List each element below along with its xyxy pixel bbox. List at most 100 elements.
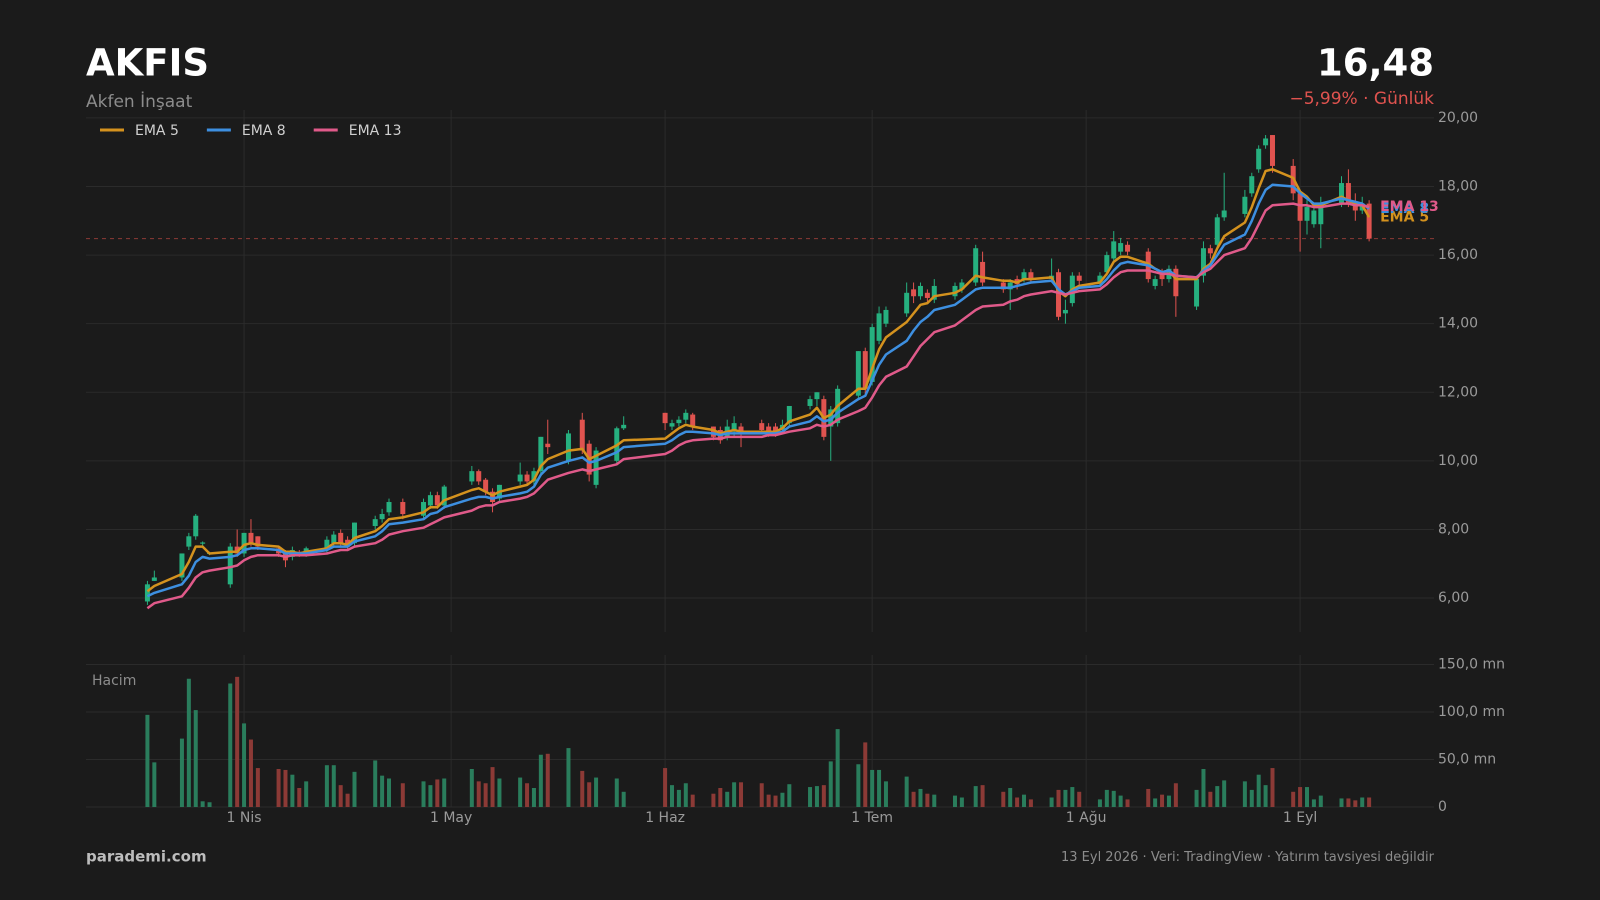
candle-body (441, 486, 447, 506)
legend-label: EMA 5 (135, 123, 179, 139)
y-tick-label: 0 (1438, 799, 1447, 815)
volume-bar (918, 788, 923, 807)
volume-bar (1311, 799, 1316, 807)
candle-body (531, 471, 537, 482)
volume-bar (1291, 791, 1296, 807)
volume-bar (614, 778, 619, 807)
candle-body (1242, 196, 1248, 214)
volume-bar (835, 729, 840, 807)
footer-info: 13 Eyl 2026 · Veri: TradingView · Yatırı… (1061, 850, 1435, 865)
candle-body (1111, 241, 1117, 259)
candle-body (1352, 203, 1358, 211)
candle-body (476, 471, 482, 482)
candle-body (372, 519, 378, 527)
volume-title: Hacim (92, 673, 136, 689)
volume-bar (1194, 789, 1199, 807)
candle-body (1263, 138, 1269, 146)
candle-body (421, 502, 427, 516)
volume-bar (235, 676, 240, 807)
volume-bar (421, 781, 426, 807)
candle-body (538, 436, 544, 472)
volume-bar (545, 753, 550, 807)
candle-body (1104, 255, 1110, 273)
volume-bar (856, 764, 861, 807)
mark-layer: 1 Nis 1 May 1 Haz 1 Tem 1 Ağu 1 Eyl 6,00 8,00 10… (100, 110, 1505, 826)
volume-bar (773, 795, 778, 807)
volume-bar (352, 771, 357, 807)
candle-body (621, 424, 627, 429)
candle-body (179, 553, 185, 578)
volume-bar (711, 793, 716, 807)
candle-body (1056, 272, 1062, 317)
volume-bar (566, 748, 571, 807)
company-name: Akfen İnşaat (86, 91, 193, 112)
candle-body (1200, 248, 1206, 276)
volume-bar (145, 714, 150, 807)
candle-body (883, 309, 889, 324)
y-tick-label: 8,00 (1438, 521, 1469, 537)
volume-bar (428, 785, 433, 807)
candle-body (738, 426, 744, 434)
y-tick-label: 10,00 (1438, 453, 1478, 469)
volume-bar (1001, 791, 1006, 807)
candle-body (1366, 203, 1372, 239)
volume-bar (580, 770, 585, 807)
volume-bar (1056, 789, 1061, 807)
volume-bar (152, 762, 157, 807)
candle-body (144, 584, 150, 602)
candle-body (1256, 148, 1262, 170)
volume-bar (331, 765, 336, 807)
candle-body (690, 414, 696, 427)
volume-bar (1008, 788, 1013, 807)
candle-body (911, 289, 917, 297)
candle-body (876, 313, 882, 341)
volume-bar (1304, 787, 1309, 807)
candle-body (973, 248, 979, 283)
candle-body (1339, 183, 1345, 204)
volume-bar (1049, 797, 1054, 807)
candle-body (427, 495, 433, 506)
separator: · (1138, 850, 1150, 865)
candle-body (1118, 243, 1124, 252)
volume-bar (883, 781, 888, 807)
volume-bar (1153, 798, 1158, 807)
candle-body (386, 502, 392, 513)
y-tick-label: 18,00 (1438, 178, 1478, 194)
y-tick-label: 16,00 (1438, 247, 1478, 263)
candle-body (683, 412, 689, 420)
volume-bar (1201, 769, 1206, 807)
volume-bar (1318, 795, 1323, 807)
volume-bar (877, 769, 882, 807)
candle-body (186, 536, 192, 547)
y-tick-label: 14,00 (1438, 316, 1478, 332)
volume-bar (780, 792, 785, 807)
volume-bar (1263, 785, 1268, 807)
x-tick-label: 1 Eyl (1283, 810, 1317, 826)
volume-bar (925, 793, 930, 807)
candle-body (1125, 244, 1131, 252)
candle-body (1021, 272, 1027, 280)
volume-bar (904, 776, 909, 807)
candle-body (351, 522, 357, 544)
volume-bar (759, 783, 764, 807)
candle-body (1345, 183, 1351, 204)
candle-body (248, 532, 254, 544)
candle-body (904, 292, 910, 314)
candle-body (490, 491, 496, 503)
source: Veri: TradingView (1151, 850, 1263, 865)
volume-bar (787, 784, 792, 807)
volume-bar (594, 777, 599, 807)
candle-body (1269, 135, 1275, 166)
volume-bar (870, 769, 875, 807)
volume-bar (1015, 797, 1020, 807)
volume-bar (863, 742, 868, 807)
volume-bar (1353, 800, 1358, 807)
volume-bar (739, 782, 744, 807)
candle-body (1221, 210, 1227, 218)
candle-body (1249, 176, 1255, 194)
candle-body (924, 292, 930, 298)
candle-body (807, 399, 813, 406)
candle-body (931, 285, 937, 300)
volume-bar (435, 779, 440, 807)
candle-body (676, 419, 682, 424)
